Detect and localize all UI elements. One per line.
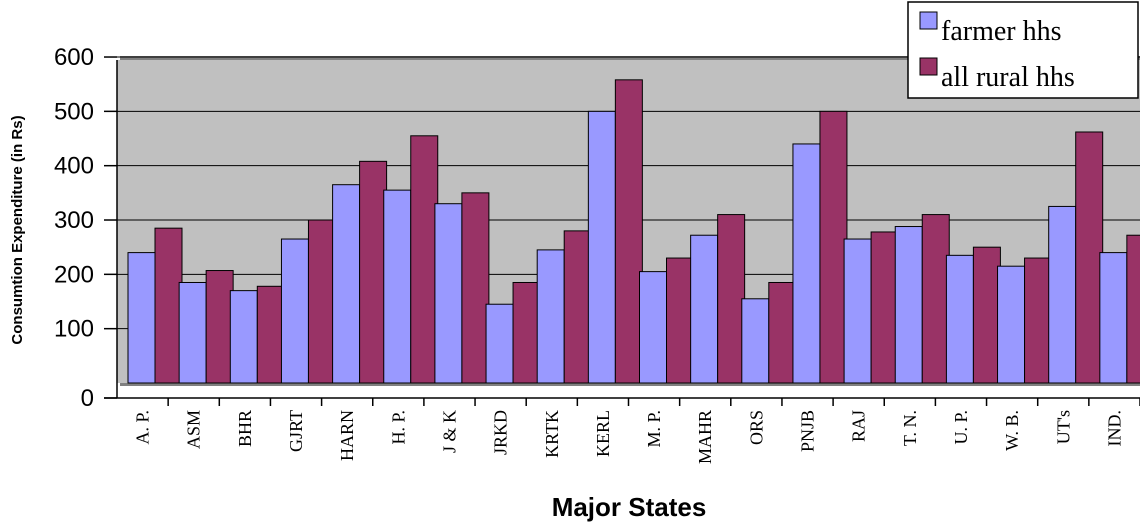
bar-all-rural-2 [256, 285, 285, 384]
bar-farmer-18 [1048, 205, 1077, 384]
x-tick-label-12: ORS [746, 410, 766, 445]
x-tick-labels: A. P. ASM BHR GJRT HARN H. P. J & K JRKD KRTK KER… [133, 410, 1125, 464]
x-tick-label-16: U. P. [951, 410, 971, 445]
axes [104, 56, 1140, 406]
x-tick-label-1: ASM [184, 410, 204, 449]
legend: farmer hhs all rural hhs [907, 1, 1139, 99]
x-tick-label-4: HARN [337, 410, 357, 461]
x-tick-label-9: KERL [593, 410, 613, 457]
x-tick-label-7: JRKD [491, 410, 511, 455]
bar-farmer-16 [945, 254, 974, 384]
bar-farmer-14 [843, 238, 872, 384]
y-tick-label-600: 600 [54, 44, 94, 71]
y-tick-label-200: 200 [54, 261, 94, 288]
x-tick-label-14: RAJ [849, 410, 869, 442]
bar-all-rural-6 [461, 192, 490, 384]
bar-all-rural-15 [921, 214, 950, 384]
x-tick-label-17: W. B. [1002, 410, 1022, 451]
bar-all-rural-16 [972, 246, 1001, 384]
y-tick-label-400: 400 [54, 153, 94, 180]
legend-label-farmer-hhs: farmer hhs [941, 16, 1062, 47]
legend-label-all-rural-hhs: all rural hhs [941, 62, 1075, 93]
bar-farmer-17 [997, 265, 1026, 384]
bar-farmer-4 [332, 184, 361, 384]
x-tick-label-10: M. P. [644, 410, 664, 448]
bar-all-rural-10 [666, 257, 694, 384]
bar-farmer-12 [741, 298, 770, 384]
y-tick-label-0: 0 [81, 385, 94, 412]
bar-farmer-0 [127, 252, 156, 384]
bar-farmer-8 [536, 249, 565, 384]
bar-all-rural-11 [717, 214, 746, 384]
y-tick-label-100: 100 [54, 316, 94, 343]
x-tick-label-0: A. P. [133, 410, 153, 445]
bar-all-rural-4 [359, 160, 388, 384]
bar-all-rural-3 [307, 219, 336, 384]
bar-farmer-3 [280, 238, 309, 384]
bars [127, 79, 1140, 384]
bar-all-rural-8 [563, 230, 592, 384]
x-tick-label-8: KRTK [542, 410, 562, 458]
bar-farmer-9 [587, 110, 616, 384]
bar-farmer-5 [383, 189, 412, 384]
y-tick-label-500: 500 [54, 98, 94, 125]
y-axis-label: Consumtion Expenditure (in Rs) [9, 115, 26, 344]
bar-farmer-10 [639, 271, 667, 384]
x-tick-label-2: BHR [235, 410, 255, 447]
bar-all-rural-1 [205, 270, 234, 384]
bar-all-rural-7 [512, 281, 541, 384]
x-tick-label-11: MAHR [695, 410, 715, 464]
bar-farmer-15 [894, 226, 923, 384]
x-tick-label-3: GJRT [286, 410, 306, 452]
x-tick-label-19: IND. [1104, 410, 1124, 447]
x-tick-label-13: PNJB [798, 410, 818, 452]
y-tick-label-300: 300 [54, 207, 94, 234]
bar-farmer-1 [178, 281, 207, 384]
legend-swatch-all-rural-hhs [919, 57, 938, 76]
legend-box [907, 1, 1139, 99]
x-tick-label-18: UT's [1053, 410, 1073, 444]
bar-all-rural-12 [768, 281, 797, 384]
bar-all-rural-13 [819, 110, 848, 384]
x-tick-label-5: H. P. [388, 410, 408, 445]
bar-all-rural-14 [870, 231, 899, 384]
y-tick-labels: 0 100 200 300 400 500 600 [54, 44, 94, 412]
bar-all-rural-0 [154, 227, 183, 384]
bar-farmer-13 [792, 143, 821, 384]
bar-all-rural-5 [410, 135, 439, 384]
bar-farmer-6 [434, 203, 463, 384]
x-tick-label-6: J & K [439, 410, 459, 453]
x-tick-label-15: T. N. [900, 410, 920, 446]
bar-farmer-7 [485, 303, 514, 384]
bar-farmer-11 [690, 234, 719, 384]
x-axis-label: Major States [552, 492, 707, 522]
bar-all-rural-9 [614, 79, 643, 384]
bar-all-rural-18 [1075, 131, 1104, 384]
bar-all-rural-19 [1126, 234, 1140, 384]
bar-farmer-2 [229, 290, 258, 384]
legend-swatch-farmer-hhs [919, 11, 938, 30]
bar-farmer-19 [1099, 252, 1128, 384]
bar-all-rural-17 [1024, 257, 1053, 384]
